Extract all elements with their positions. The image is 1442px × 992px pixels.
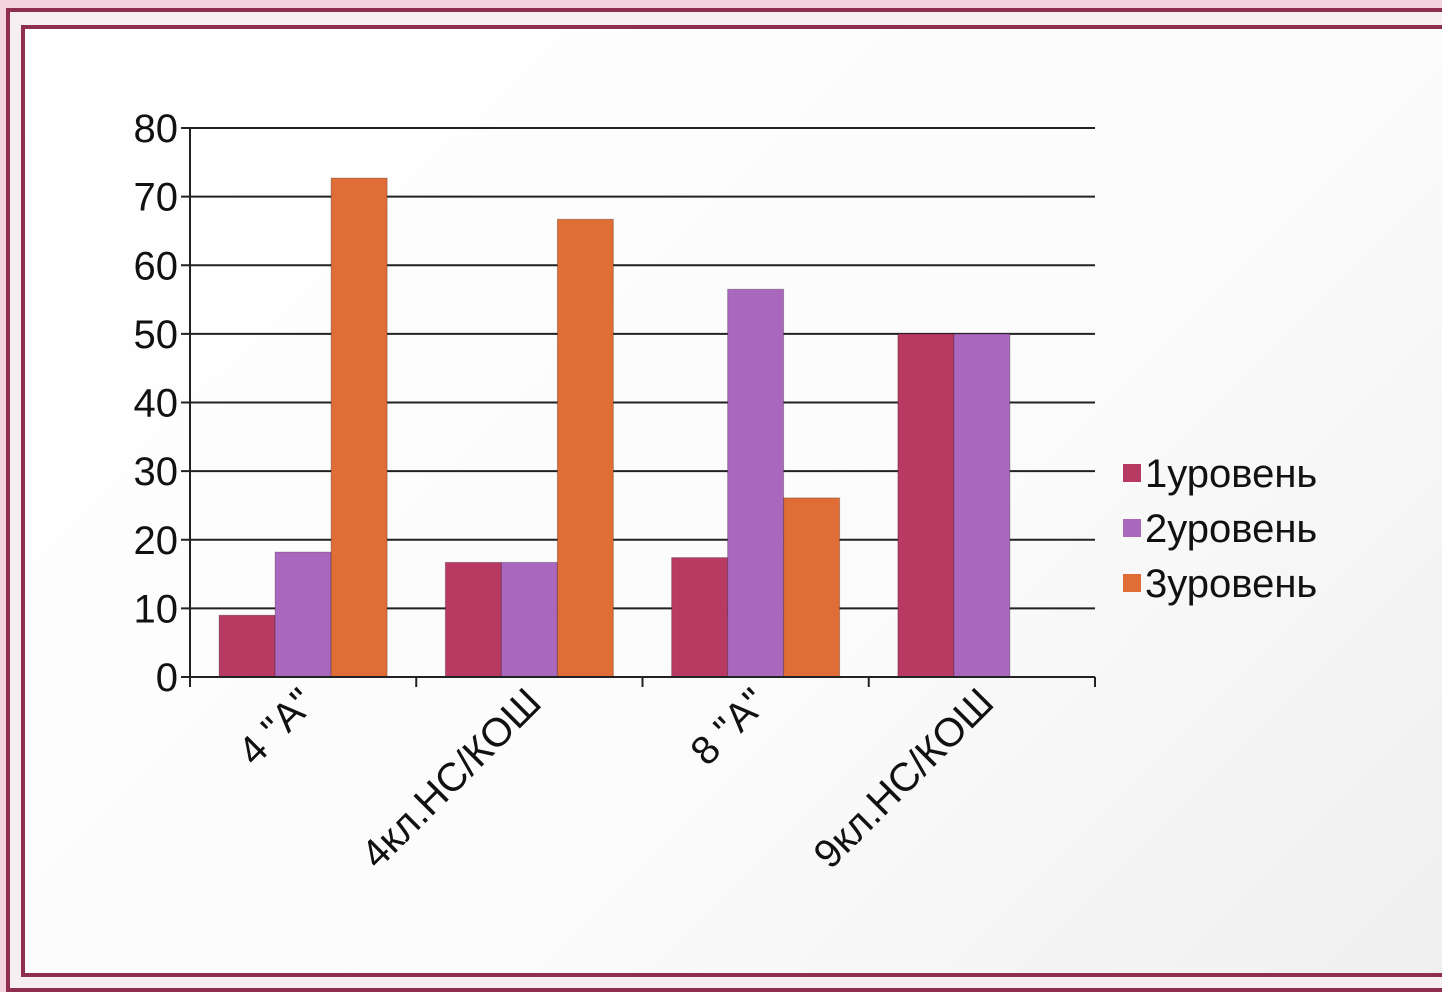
bars	[218, 177, 1011, 678]
bar-3-3	[783, 497, 841, 678]
y-tick-label: 60	[134, 244, 179, 288]
bar-1-2	[444, 561, 502, 678]
axes	[189, 128, 1096, 687]
bar-1-3	[671, 557, 729, 678]
y-tick-label: 40	[134, 382, 179, 426]
bar-2-3	[727, 288, 785, 678]
legend: 1уровень 2уровень 3уровень	[1123, 452, 1317, 606]
x-tick-label: 9кл.НС/КОШ	[806, 680, 1003, 877]
x-tick-label: 8 "А"	[682, 680, 776, 774]
y-tick-label: 10	[134, 587, 179, 631]
y-tick-label: 30	[134, 450, 179, 494]
legend-swatch	[1123, 519, 1141, 537]
bar-3-2	[556, 218, 614, 678]
y-tick-label: 70	[134, 176, 179, 220]
y-tick-label: 20	[134, 519, 179, 563]
legend-label: 2уровень	[1145, 507, 1317, 551]
legend-swatch	[1123, 464, 1141, 482]
bar-1-1	[218, 614, 276, 678]
y-tick-label: 80	[134, 107, 179, 151]
legend-label: 1уровень	[1145, 452, 1317, 496]
x-tick-label: 4кл.НС/КОШ	[353, 680, 550, 877]
legend-label: 3уровень	[1145, 562, 1317, 606]
bar-2-1	[274, 551, 332, 678]
x-axis-labels: 4 "А" 4кл.НС/КОШ 8 "А" 9кл.НС/КОШ	[230, 680, 1002, 877]
y-axis-ticks: 0 10 20 30 40 50 60 70 80	[134, 107, 190, 700]
bar-2-2	[500, 561, 558, 678]
bar-1-4	[897, 333, 955, 678]
x-tick-label: 4 "А"	[230, 680, 324, 774]
y-tick-label: 0	[156, 656, 178, 700]
legend-swatch	[1123, 574, 1141, 592]
y-tick-label: 50	[134, 313, 179, 357]
bar-3-1	[330, 177, 388, 678]
bar-2-4	[953, 333, 1011, 678]
